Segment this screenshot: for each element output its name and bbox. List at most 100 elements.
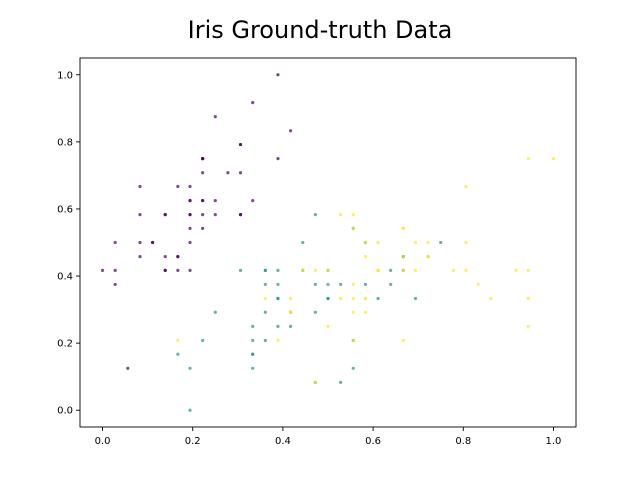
data-point (326, 296, 330, 301)
data-point (313, 310, 317, 314)
data-point (351, 226, 355, 231)
data-point (213, 310, 217, 314)
data-point (201, 157, 205, 161)
data-point (251, 366, 255, 370)
data-point (389, 268, 393, 272)
data-point (251, 324, 255, 328)
data-point (326, 282, 330, 287)
data-point (213, 115, 217, 119)
data-point (413, 240, 418, 245)
data-point (339, 282, 343, 287)
data-point (163, 213, 167, 217)
data-point (276, 324, 280, 328)
data-point (201, 226, 205, 231)
data-point (276, 268, 280, 272)
x-tick-label: 0.8 (455, 436, 471, 447)
data-point (464, 268, 468, 272)
data-point (526, 324, 530, 328)
x-tick-label: 1.0 (546, 436, 562, 447)
x-tick-label: 0.6 (365, 436, 381, 447)
data-point (238, 171, 243, 175)
data-point (326, 268, 330, 272)
data-point (363, 296, 368, 301)
data-point (176, 352, 180, 356)
data-point (276, 282, 280, 287)
y-tick-label: 0.0 (57, 406, 73, 417)
data-point (238, 213, 243, 217)
data-point (326, 324, 330, 328)
data-point (313, 268, 317, 272)
data-point (251, 101, 255, 105)
data-point (413, 268, 418, 272)
data-point (188, 213, 192, 217)
data-point (138, 213, 142, 217)
data-point (251, 198, 255, 203)
data-point (401, 338, 405, 343)
data-point (113, 268, 117, 272)
data-point (339, 213, 343, 217)
y-tick-label: 0.8 (57, 137, 73, 148)
data-point (126, 366, 130, 370)
data-point (526, 268, 530, 272)
data-point (213, 198, 217, 203)
data-point (188, 268, 192, 272)
data-point (476, 282, 480, 287)
data-point (426, 254, 430, 259)
axes-frame-rect (79, 57, 577, 428)
data-point (526, 157, 530, 161)
data-point (201, 213, 205, 217)
data-point (263, 268, 267, 272)
y-tick-label: 1.0 (57, 70, 73, 81)
data-point (138, 184, 142, 189)
data-point (288, 296, 293, 301)
data-point (351, 366, 355, 370)
data-point (464, 184, 468, 189)
data-point (113, 282, 117, 287)
data-point (276, 73, 280, 77)
data-point (376, 268, 380, 272)
x-tick-label: 0.0 (95, 436, 111, 447)
data-point (339, 296, 343, 301)
data-point (113, 240, 117, 245)
data-point (363, 254, 368, 259)
data-point (100, 268, 105, 272)
data-point (401, 254, 405, 259)
data-point (301, 240, 305, 245)
x-tick-label: 0.2 (185, 436, 201, 447)
y-tick-label: 0.2 (57, 339, 73, 350)
data-point (464, 240, 468, 245)
data-point (276, 338, 280, 343)
data-point (188, 408, 192, 412)
data-point (376, 240, 380, 245)
points-layer (100, 73, 556, 412)
data-point (514, 268, 518, 272)
data-point (226, 171, 230, 175)
chart-title: Iris Ground-truth Data (188, 16, 453, 44)
data-point (376, 296, 380, 301)
data-point (313, 380, 317, 384)
data-point (363, 240, 368, 245)
data-point (163, 268, 167, 272)
data-point (188, 226, 192, 231)
data-point (351, 282, 355, 287)
data-point (339, 380, 343, 384)
data-point (551, 157, 556, 161)
data-point (213, 213, 217, 217)
data-point (426, 240, 430, 245)
data-point (401, 226, 405, 231)
data-point (163, 254, 167, 259)
data-point (363, 282, 368, 287)
data-point (276, 296, 280, 301)
y-tick-label: 0.6 (57, 204, 73, 215)
data-point (138, 240, 142, 245)
data-point (401, 268, 405, 272)
data-point (176, 254, 180, 259)
data-point (288, 129, 293, 133)
data-point (288, 310, 293, 314)
data-point (138, 254, 142, 259)
data-point (351, 310, 355, 314)
data-point (276, 157, 280, 161)
y-tick-label: 0.4 (57, 272, 73, 283)
